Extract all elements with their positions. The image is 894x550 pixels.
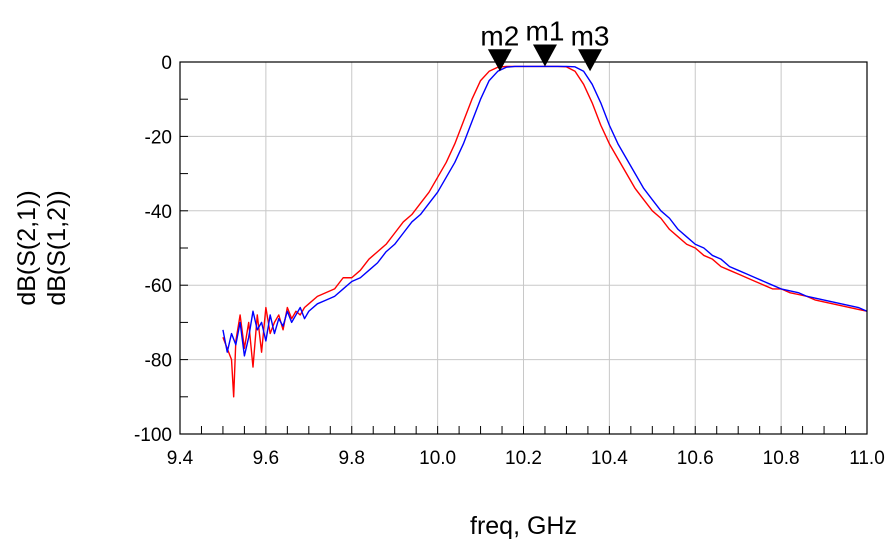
marker-triangle: [487, 49, 512, 72]
y-tick-label: 0: [161, 53, 172, 74]
markers: m2 m1 m3: [480, 15, 610, 72]
y-axis-title: dB(S(2,1)) dB(S(1,2)): [13, 190, 71, 305]
marker-triangle: [578, 49, 603, 72]
y-tick-labels: 0 -20 -40 -60 -80 -100: [134, 53, 172, 446]
x-tick-labels: 9.4 9.6 9.8 10.0 10.2 10.4 10.6 10.8 11.0: [167, 448, 885, 469]
x-tick-label: 10.4: [591, 448, 628, 469]
y-axis-title-line-1: dB(S(2,1)): [13, 190, 41, 305]
y-tick-label: -40: [145, 202, 172, 223]
x-tick-label: 10.2: [505, 448, 542, 469]
x-tick-label: 9.8: [339, 448, 365, 469]
x-axis-title: freq, GHz: [470, 512, 577, 540]
y-axis-title-line-2: dB(S(1,2)): [43, 190, 71, 305]
plot-frame: [179, 61, 868, 435]
grid: [180, 62, 867, 434]
marker-label: m2: [480, 20, 519, 51]
y-tick-label: -100: [134, 425, 172, 446]
y-tick-label: -60: [145, 276, 172, 297]
marker-label: m3: [571, 20, 610, 51]
marker-triangle: [532, 44, 557, 67]
x-tick-label: 10.6: [677, 448, 714, 469]
y-tick-label: -20: [145, 127, 172, 148]
x-tick-label: 10.0: [419, 448, 456, 469]
x-tick-label: 9.4: [167, 448, 194, 469]
x-tick-label: 10.8: [763, 448, 800, 469]
x-tick-label: 11.0: [849, 448, 885, 469]
x-tick-label: 9.6: [253, 448, 279, 469]
marker-label: m1: [526, 15, 565, 46]
y-tick-label: -80: [145, 351, 172, 372]
series-line: [222, 65, 868, 357]
